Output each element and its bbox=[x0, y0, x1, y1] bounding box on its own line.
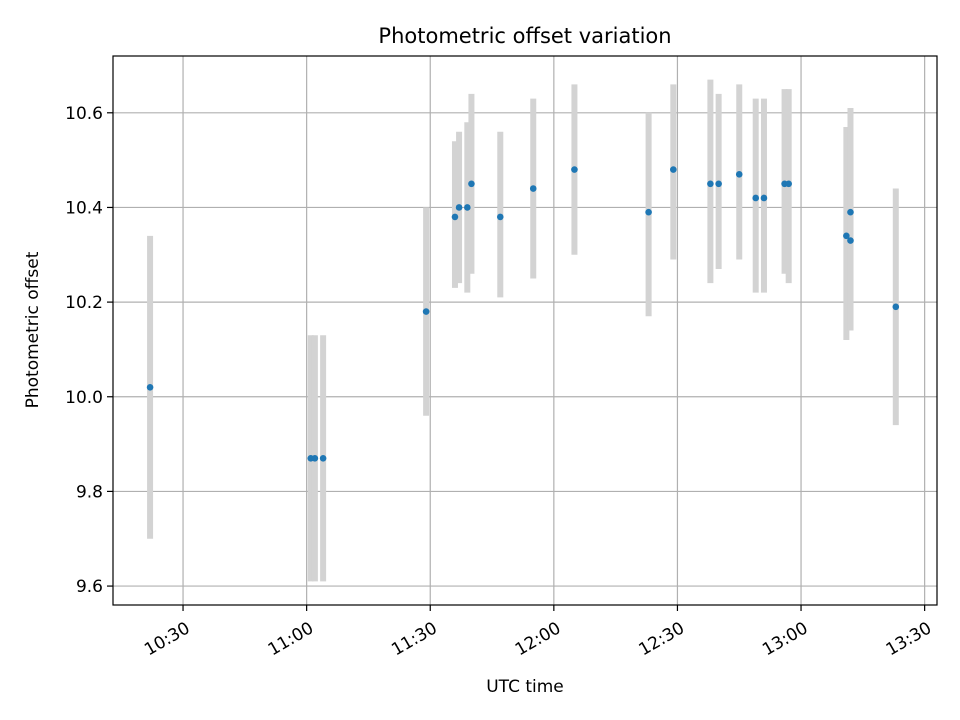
y-axis-label: Photometric offset bbox=[23, 251, 43, 408]
data-point bbox=[752, 194, 760, 202]
data-point bbox=[707, 180, 714, 188]
y-tick-label: 10.2 bbox=[65, 293, 103, 313]
data-point bbox=[451, 213, 459, 221]
plot-area-frame bbox=[112, 55, 938, 606]
data-point bbox=[715, 180, 722, 188]
data-point bbox=[571, 166, 578, 173]
data-point bbox=[146, 383, 154, 391]
data-point bbox=[645, 208, 652, 216]
data-point bbox=[847, 208, 854, 216]
data-point bbox=[760, 194, 768, 202]
data-points bbox=[146, 166, 900, 462]
data-point bbox=[422, 308, 430, 315]
grid bbox=[113, 56, 937, 605]
data-point bbox=[311, 454, 319, 462]
data-point bbox=[468, 180, 475, 188]
data-point bbox=[847, 237, 854, 244]
data-point bbox=[529, 185, 537, 192]
chart-title: Photometric offset variation bbox=[378, 24, 671, 48]
data-point bbox=[319, 454, 327, 462]
data-point bbox=[785, 180, 792, 188]
y-tick-label: 10.4 bbox=[65, 198, 103, 218]
data-point bbox=[455, 204, 463, 211]
data-point bbox=[496, 213, 504, 221]
data-point bbox=[843, 232, 850, 240]
y-tick-label: 9.8 bbox=[76, 482, 103, 502]
y-axis-ticks: 9.6 9.8 10.0 10.2 10.4 10.6 bbox=[65, 104, 113, 597]
data-point bbox=[735, 171, 743, 178]
y-tick-label: 10.0 bbox=[65, 388, 103, 408]
x-axis-label: UTC time bbox=[486, 677, 564, 697]
data-point bbox=[892, 303, 900, 311]
data-point bbox=[464, 204, 471, 211]
data-point bbox=[670, 166, 677, 173]
y-tick-label: 10.6 bbox=[65, 104, 103, 124]
y-tick-label: 9.6 bbox=[76, 577, 103, 597]
